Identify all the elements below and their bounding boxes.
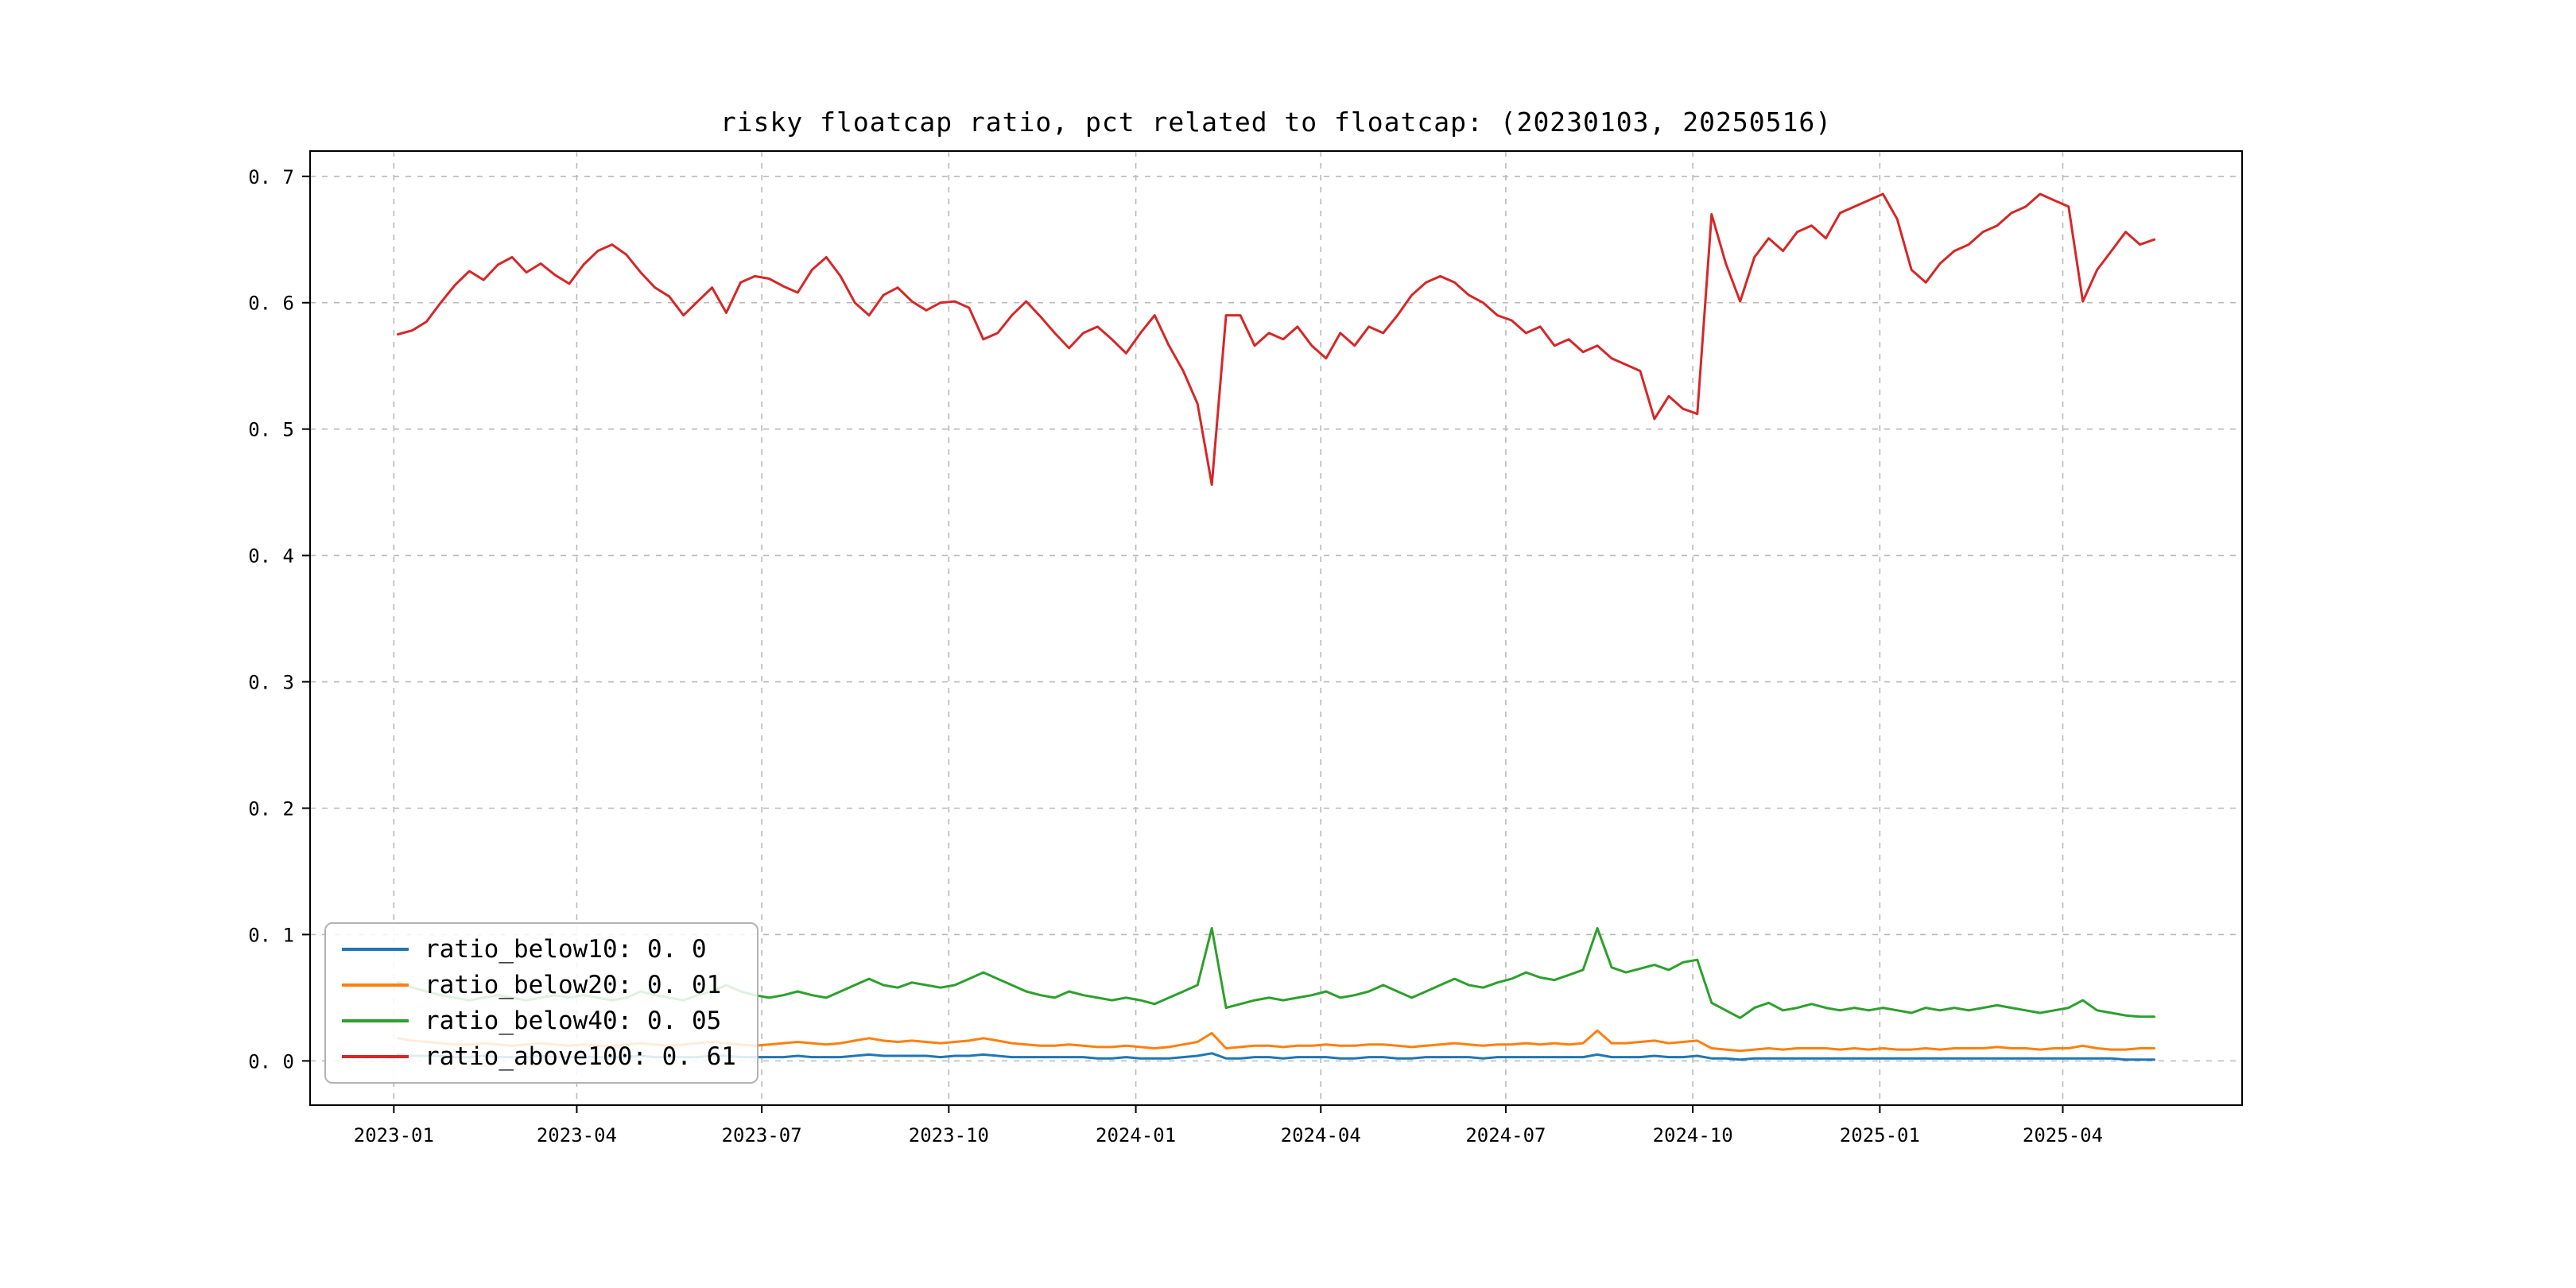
legend-line-swatch xyxy=(342,1019,409,1022)
x-tick-label: 2024-07 xyxy=(1465,1124,1546,1146)
legend-item: ratio_below20: 0. 01 xyxy=(342,971,736,999)
y-tick-label: 0. 0 xyxy=(248,1050,294,1073)
legend-line-swatch xyxy=(342,1055,409,1058)
y-tick-label: 0. 6 xyxy=(248,293,294,315)
legend-item: ratio_below40: 0. 05 xyxy=(342,1007,736,1035)
x-tick-label: 2024-04 xyxy=(1281,1124,1361,1146)
legend-line-swatch xyxy=(342,948,409,951)
legend-label: ratio_below10: 0. 0 xyxy=(425,935,707,964)
chart-title: risky floatcap ratio, pct related to flo… xyxy=(720,107,1833,138)
legend-item: ratio_below10: 0. 0 xyxy=(342,935,736,964)
legend-label: ratio_below20: 0. 01 xyxy=(425,971,722,999)
plot-border xyxy=(309,150,2243,1106)
legend-label: ratio_above100: 0. 61 xyxy=(425,1042,736,1071)
y-tick-label: 0. 4 xyxy=(248,545,294,568)
x-tick-label: 2023-01 xyxy=(354,1124,434,1146)
legend-line-swatch xyxy=(342,983,409,987)
x-tick-label: 2025-01 xyxy=(1840,1124,1920,1146)
x-tick-label: 2025-04 xyxy=(2023,1124,2103,1146)
x-tick-label: 2023-04 xyxy=(537,1124,617,1146)
legend-label: ratio_below40: 0. 05 xyxy=(425,1007,722,1035)
x-tick-label: 2024-01 xyxy=(1096,1124,1176,1146)
y-tick-label: 0. 5 xyxy=(248,419,294,441)
y-tick-label: 0. 7 xyxy=(248,166,294,188)
x-tick-label: 2023-07 xyxy=(722,1124,802,1146)
y-tick-label: 0. 1 xyxy=(248,924,294,946)
x-tick-label: 2023-10 xyxy=(909,1124,989,1146)
legend: ratio_below10: 0. 0 ratio_below20: 0. 01… xyxy=(324,922,758,1084)
y-tick-label: 0. 2 xyxy=(248,797,294,820)
x-tick-label: 2024-10 xyxy=(1653,1124,1733,1146)
series-line-ratio_above100 xyxy=(397,192,2155,487)
legend-item: ratio_above100: 0. 61 xyxy=(342,1042,736,1071)
y-tick-label: 0. 3 xyxy=(248,672,294,694)
